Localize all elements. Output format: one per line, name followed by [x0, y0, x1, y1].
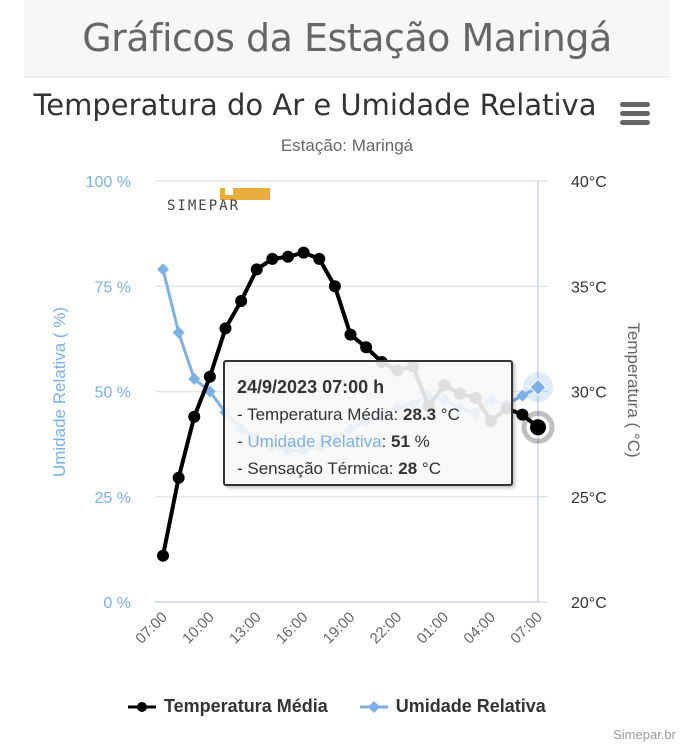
chart-subtitle: Estação: Maringá — [280, 136, 414, 155]
legend-item-temperature[interactable]: Temperatura Média — [128, 696, 328, 717]
svg-text:25°C: 25°C — [571, 490, 607, 507]
svg-text:07:00: 07:00 — [507, 609, 546, 648]
tooltip-sensation: - Sensação Térmica: 28 °C — [237, 459, 441, 478]
svg-text:16:00: 16:00 — [273, 609, 312, 648]
svg-text:30°C: 30°C — [571, 385, 607, 402]
page-header: Gráficos da Estação Maringá — [24, 0, 670, 78]
credits-link[interactable]: Simepar.br — [613, 727, 676, 742]
circle-marker-icon — [128, 701, 156, 712]
svg-text:Temperatura ( °C): Temperatura ( °C) — [624, 322, 643, 457]
tooltip-humidity: - Umidade Relativa: 51 % — [237, 432, 430, 451]
legend-label-temperature: Temperatura Média — [164, 696, 328, 716]
svg-text:100 %: 100 % — [86, 174, 131, 191]
svg-text:25 %: 25 % — [95, 490, 131, 507]
simepar-logo: SIMEPAR — [167, 188, 270, 214]
svg-text:20°C: 20°C — [571, 595, 607, 612]
svg-text:SIMEPAR: SIMEPAR — [167, 198, 240, 214]
svg-text:13:00: 13:00 — [226, 609, 265, 648]
svg-text:22:00: 22:00 — [367, 609, 406, 648]
svg-text:75 %: 75 % — [95, 279, 131, 296]
chart-title: Temperatura do Ar e Umidade Relativa — [33, 88, 597, 122]
page-title: Gráficos da Estação Maringá — [82, 16, 612, 60]
svg-text:07:00: 07:00 — [132, 609, 171, 648]
svg-text:10:00: 10:00 — [179, 609, 218, 648]
svg-text:Umidade Relativa ( %): Umidade Relativa ( %) — [50, 307, 69, 477]
hamburger-menu-icon[interactable] — [620, 102, 650, 126]
chart-legend: Temperatura Média Umidade Relativa — [128, 696, 578, 717]
legend-item-humidity[interactable]: Umidade Relativa — [359, 696, 546, 717]
svg-text:35°C: 35°C — [571, 279, 607, 296]
svg-text:40°C: 40°C — [571, 174, 607, 191]
tooltip-header: 24/9/2023 07:00 h — [237, 377, 385, 397]
svg-text:01:00: 01:00 — [414, 609, 453, 648]
svg-text:04:00: 04:00 — [460, 609, 499, 648]
legend-label-humidity: Umidade Relativa — [395, 696, 546, 716]
tooltip-temperature: - Temperatura Média: 28.3 °C — [237, 405, 460, 424]
chart-tooltip: 24/9/2023 07:00 h - Temperatura Média: 2… — [223, 360, 513, 486]
svg-text:0 %: 0 % — [103, 595, 131, 612]
svg-text:19:00: 19:00 — [320, 609, 359, 648]
diamond-marker-icon — [359, 700, 388, 713]
svg-text:50 %: 50 % — [95, 385, 131, 402]
